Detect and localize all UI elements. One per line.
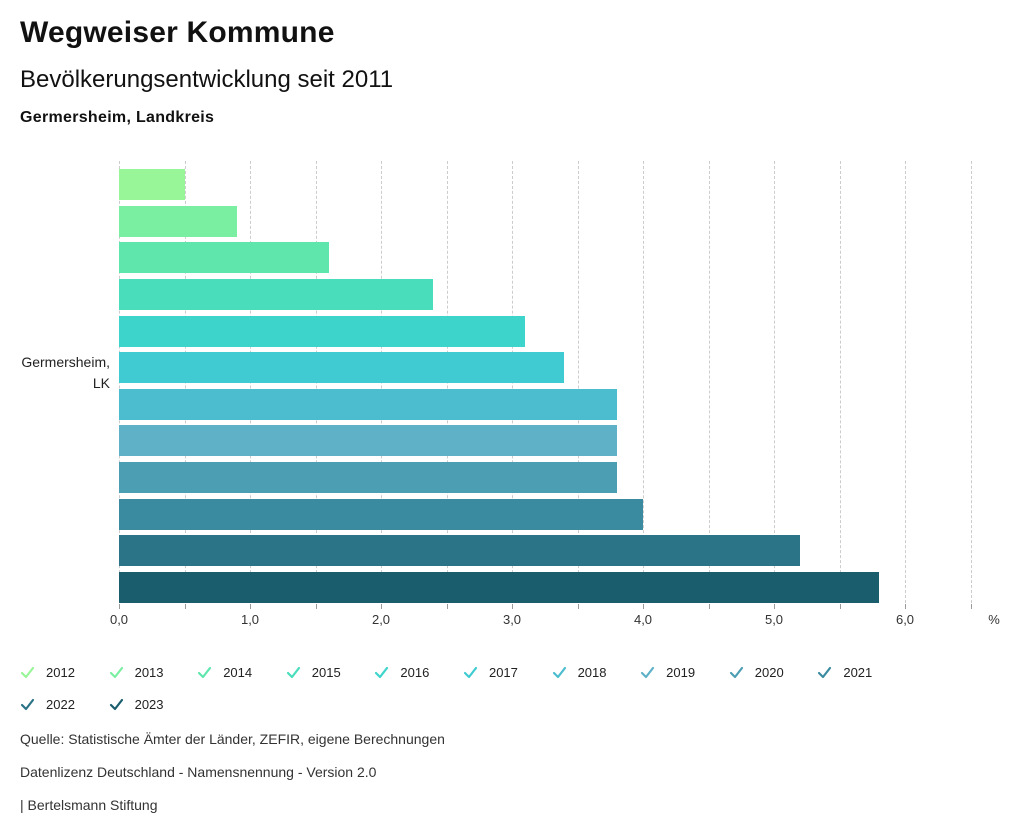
axis-tick [446, 604, 448, 609]
bar-2019[interactable] [119, 425, 617, 457]
y-axis-label-line1: Germersheim, [21, 354, 110, 370]
axis-tick-label: 0,0 [109, 612, 129, 627]
legend-check-icon [286, 665, 301, 680]
legend-item-label: 2018 [577, 664, 607, 680]
bar-2016[interactable] [119, 315, 526, 347]
axis-tick [643, 604, 644, 609]
legend-item-label: 2022 [46, 696, 75, 712]
axis-tick-label: 2,0 [371, 612, 391, 627]
legend-item-2017[interactable]: 2017 [463, 656, 552, 688]
bar-2021[interactable] [119, 498, 643, 530]
license-note: Datenlizenz Deutschland - Namensnennung … [20, 764, 377, 780]
legend-item-2020[interactable]: 2020 [729, 656, 818, 688]
legend-check-icon [374, 665, 389, 680]
legend-item-2016[interactable]: 2016 [374, 656, 463, 688]
axis-tick-label: 4,0 [633, 612, 653, 627]
legend-item-label: 2015 [311, 664, 341, 680]
brand-note: | Bertelsmann Stiftung [20, 797, 158, 813]
y-axis-label-line2: LK [92, 375, 110, 391]
axis-tick [512, 604, 513, 609]
source-note: Quelle: Statistische Ämter der Länder, Z… [20, 731, 445, 747]
gridline [577, 161, 579, 603]
axis-tick [315, 604, 317, 609]
bar-2013[interactable] [119, 205, 237, 237]
chart-legend: 2012 2013 2014 2015 2016 2017 2018 2019 2020 2021… [20, 656, 920, 720]
axis-tick [184, 604, 186, 609]
axis-tick [250, 604, 251, 609]
bar-2014[interactable] [119, 242, 329, 274]
legend-check-icon [197, 665, 212, 680]
legend-item-2021[interactable]: 2021 [817, 656, 906, 688]
legend-item-label: 2019 [666, 664, 696, 680]
axis-tick-label: 6,0 [895, 612, 915, 627]
legend-check-icon [552, 665, 567, 680]
legend-check-icon [109, 665, 124, 680]
legend-item-2022[interactable]: 2022 [20, 688, 109, 720]
bar-2023[interactable] [119, 572, 879, 604]
bar-2018[interactable] [119, 388, 617, 420]
legend-item-2012[interactable]: 2012 [20, 656, 109, 688]
legend-item-label: 2023 [134, 696, 164, 712]
chart-title: Bevölkerungsentwicklung seit 2011 [20, 66, 394, 93]
gridline [708, 161, 710, 603]
legend-item-2013[interactable]: 2013 [109, 656, 198, 688]
region-subtitle: Germersheim, Landkreis [20, 109, 215, 126]
legend-check-icon [729, 665, 744, 680]
legend-check-icon [817, 665, 832, 680]
legend-check-icon [640, 665, 655, 680]
bar-2022[interactable] [119, 535, 801, 567]
axis-tick [970, 604, 972, 609]
legend-item-2023[interactable]: 2023 [109, 688, 198, 720]
axis-tick-label: 5,0 [764, 612, 784, 627]
axis-tick-label: 3,0 [502, 612, 522, 627]
axis-tick [381, 604, 382, 609]
legend-item-label: 2021 [843, 664, 873, 680]
legend-check-icon [463, 665, 478, 680]
x-axis-unit-label: % [988, 612, 1000, 627]
gridline [905, 161, 906, 603]
legend-item-2018[interactable]: 2018 [552, 656, 641, 688]
axis-tick [577, 604, 579, 609]
plot-area [119, 161, 972, 604]
axis-tick [708, 604, 710, 609]
bar-2012[interactable] [119, 169, 185, 200]
gridline [839, 161, 841, 603]
legend-check-icon [109, 697, 124, 712]
axis-tick [839, 604, 841, 609]
chart-header: Wegweiser Kommune Bevölkerungsentwicklun… [20, 16, 393, 127]
axis-tick-label: 1,0 [240, 612, 260, 627]
legend-item-label: 2016 [400, 664, 430, 680]
legend-item-label: 2020 [754, 664, 784, 680]
bar-2020[interactable] [119, 462, 617, 494]
legend-item-2019[interactable]: 2019 [640, 656, 729, 688]
axis-tick [905, 604, 906, 609]
bar-2017[interactable] [119, 352, 565, 384]
legend-item-label: 2013 [134, 664, 164, 680]
chart-footer: Quelle: Statistische Ämter der Länder, Z… [20, 731, 445, 830]
y-axis-category-label: Germersheim, LK [0, 352, 110, 394]
legend-item-label: 2012 [46, 664, 75, 680]
legend-check-icon [20, 665, 35, 680]
population-bar-chart: Germersheim, LK 0,0 1,0 2,0 3,0 4,0 5,0 6,0 % [0, 161, 1000, 627]
gridline [643, 161, 644, 603]
legend-item-label: 2017 [488, 664, 518, 680]
legend-item-2014[interactable]: 2014 [197, 656, 286, 688]
axis-tick [774, 604, 775, 609]
legend-check-icon [20, 697, 35, 712]
legend-item-label: 2014 [223, 664, 253, 680]
gridline [774, 161, 775, 603]
axis-tick [119, 604, 120, 609]
gridline [970, 161, 972, 603]
app-title: Wegweiser Kommune [20, 16, 335, 49]
legend-item-2015[interactable]: 2015 [286, 656, 375, 688]
bar-2015[interactable] [119, 278, 434, 310]
